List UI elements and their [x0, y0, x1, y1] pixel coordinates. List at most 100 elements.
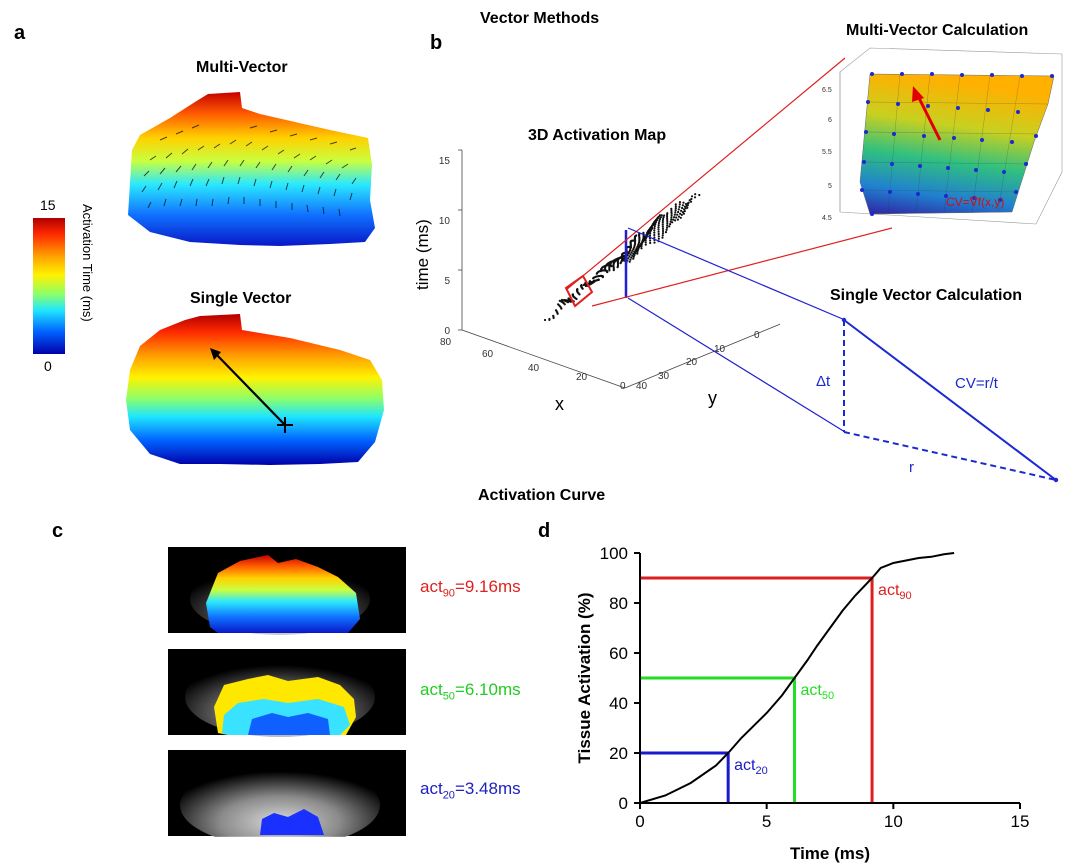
- point-cloud-dot: [657, 224, 660, 227]
- point-cloud-dot: [678, 203, 681, 206]
- point-cloud-dot: [673, 213, 676, 216]
- y-tick: 20: [686, 357, 698, 368]
- point-cloud-dot: [665, 226, 669, 229]
- colorbar: [33, 218, 65, 354]
- point-cloud-dot: [636, 252, 639, 255]
- point-cloud-dot: [619, 262, 622, 265]
- point-cloud-dot: [674, 209, 677, 212]
- z-tick: 10: [439, 216, 451, 227]
- point-cloud-dot: [686, 206, 689, 209]
- point-cloud-dot: [674, 211, 677, 214]
- point-cloud-dot: [674, 205, 677, 208]
- point-cloud-dot: [657, 237, 660, 240]
- point-cloud-dot: [629, 253, 632, 256]
- z-axis-label: time (ms): [413, 219, 432, 290]
- point-cloud-dot: [680, 213, 683, 216]
- point-cloud-dot: [687, 201, 690, 204]
- z-tick: 0: [444, 326, 450, 337]
- point-cloud-dot: [665, 228, 668, 231]
- z-tick: 15: [439, 156, 451, 167]
- act90-label: act90=9.16ms: [420, 577, 521, 600]
- chart-y-tick-label: 0: [619, 794, 628, 813]
- point-cloud-dot: [628, 255, 631, 258]
- point-cloud-dot: [612, 269, 615, 272]
- point-cloud-dot: [649, 239, 652, 242]
- act90-map: [168, 547, 406, 635]
- point-cloud-dot: [644, 239, 647, 242]
- point-cloud-dot: [653, 224, 656, 228]
- chart-y-tick-label: 40: [609, 694, 628, 713]
- point-cloud-dot: [678, 205, 681, 208]
- point-cloud-dot: [657, 221, 660, 225]
- point-cloud-dot: [683, 210, 686, 213]
- heading-multi-vector-calc: Multi-Vector Calculation: [846, 22, 1029, 39]
- point-cloud-dot: [661, 219, 664, 222]
- surface-z-tick: 6: [828, 117, 832, 124]
- point-cloud-dot: [658, 217, 662, 221]
- act50-map: [168, 649, 406, 737]
- point-cloud-dot: [563, 299, 566, 302]
- panel-a-maps: [126, 92, 384, 465]
- point-cloud-dot: [557, 303, 560, 306]
- point-cloud-dot: [630, 251, 633, 254]
- point-cloud-dot: [644, 243, 647, 246]
- chart-x-tick-label: 0: [635, 812, 644, 831]
- point-cloud-dot: [571, 293, 574, 296]
- point-cloud-dot: [580, 284, 583, 287]
- point-cloud-dot: [684, 202, 688, 206]
- point-cloud-dot: [592, 277, 595, 280]
- point-cloud-dot: [560, 298, 563, 302]
- point-cloud-dot: [653, 227, 656, 230]
- point-cloud-dot: [661, 223, 664, 226]
- chart-ticks: 0 20 40 60 80 100 0 5 10 15: [600, 544, 1030, 831]
- act20-label: act20=3.48ms: [420, 779, 521, 802]
- point-cloud-dot: [682, 201, 685, 204]
- x-tick: 0: [620, 381, 626, 392]
- point-cloud-dot: [543, 318, 547, 322]
- point-cloud-dot: [648, 237, 652, 240]
- point-cloud-dot: [690, 197, 693, 201]
- point-cloud-dot: [649, 232, 652, 235]
- cv-formula-label: CV=r/t: [955, 375, 999, 392]
- chart-x-tick-label: 5: [762, 812, 771, 831]
- point-cloud-dot: [690, 195, 694, 198]
- panel-c-maps: [168, 547, 406, 837]
- point-cloud-dot: [628, 260, 631, 263]
- point-cloud-dot: [632, 257, 635, 260]
- point-cloud-dot: [680, 209, 683, 212]
- point-cloud: [543, 193, 701, 322]
- x-tick: 40: [528, 363, 540, 374]
- point-cloud-dot: [674, 207, 677, 210]
- point-cloud-dot: [661, 221, 664, 224]
- point-cloud-dot: [664, 231, 668, 234]
- x-axis-label: x: [555, 394, 564, 414]
- point-cloud-dot: [552, 314, 555, 317]
- point-cloud-dot: [644, 241, 647, 244]
- point-cloud-dot: [681, 204, 684, 207]
- point-cloud-dot: [653, 241, 656, 244]
- x-tick: 20: [576, 372, 588, 383]
- y-tick: 0: [754, 330, 760, 341]
- single-vector-arrow: [214, 352, 286, 426]
- point-cloud-dot: [679, 216, 682, 219]
- point-cloud-dot: [657, 232, 660, 236]
- point-cloud-dot: [669, 223, 672, 226]
- point-cloud-dot: [668, 225, 671, 228]
- point-cloud-dot: [649, 230, 652, 233]
- multi-vector-map: [128, 92, 375, 246]
- point-cloud-dot: [554, 309, 558, 312]
- chart-axes: [639, 553, 1020, 804]
- point-cloud-dot: [681, 206, 684, 210]
- point-cloud-dot: [603, 269, 607, 272]
- point-cloud-dot: [649, 228, 652, 231]
- surface-z-tick: 5.5: [822, 149, 832, 156]
- point-cloud-dot: [677, 210, 680, 214]
- annotation-label-act50: act50: [801, 682, 835, 702]
- point-cloud-dot: [662, 217, 665, 221]
- activation-curve-chart: act90 act50 act20 0 20 40 60 80 100 0 5 10 15 Time …: [575, 544, 1030, 863]
- point-cloud-dot: [627, 257, 630, 260]
- single-vector-map: [126, 314, 384, 465]
- point-cloud-dot: [657, 240, 660, 243]
- heading-vector-methods: Vector Methods: [480, 10, 600, 27]
- point-cloud-dot: [548, 317, 551, 321]
